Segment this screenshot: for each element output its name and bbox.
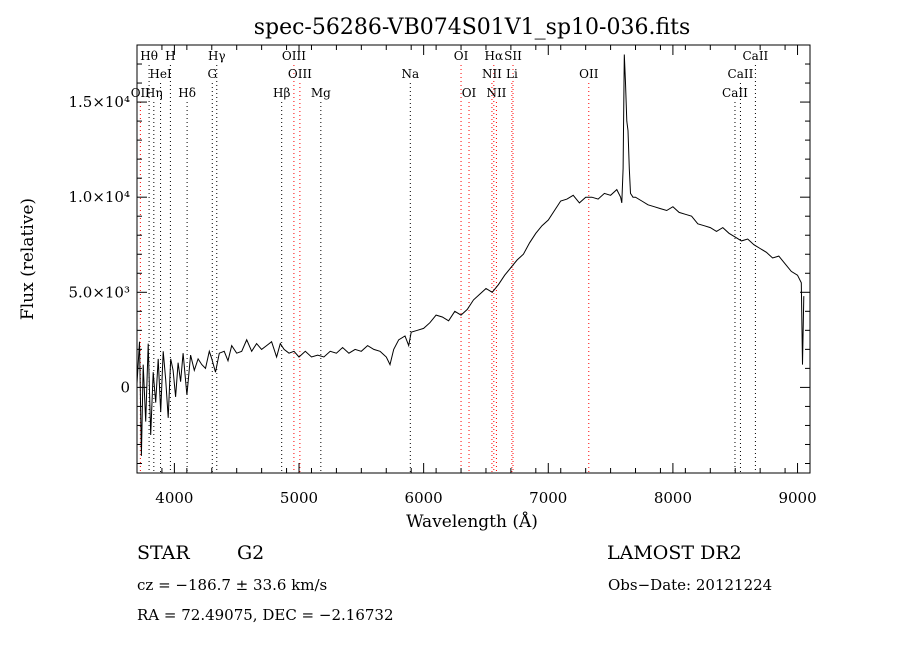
line-marker-label: Na — [401, 67, 419, 81]
line-marker-label: Li — [506, 67, 518, 81]
line-marker-label: CaII — [742, 49, 768, 63]
y-tick-label: 1.5×10⁴ — [68, 93, 130, 111]
x-tick-label: 4000 — [155, 489, 193, 507]
x-axis-title: Wavelength (Å) — [406, 511, 538, 532]
line-marker-label: H — [165, 49, 175, 63]
x-tick-label: 7000 — [529, 489, 567, 507]
line-marker-label: SII — [504, 49, 522, 63]
y-tick-label: 1.0×10⁴ — [68, 188, 130, 206]
line-marker-label: Hδ — [178, 86, 196, 100]
line-marker-label: Mg — [311, 86, 331, 100]
x-tick-label: 6000 — [405, 489, 443, 507]
line-marker-label: HeI — [149, 67, 172, 81]
obs-date: Obs−Date: 20121224 — [608, 576, 772, 594]
axis-ticks — [136, 45, 811, 473]
line-marker-label: CaII — [722, 86, 748, 100]
y-tick-label: 0 — [120, 378, 130, 396]
plot-frame — [136, 44, 811, 474]
line-marker-label: CaII — [728, 67, 754, 81]
spectrum-line — [136, 54, 805, 456]
line-marker-label: G — [207, 67, 217, 81]
y-axis-title: Flux (relative) — [18, 198, 38, 320]
line-marker-label: Hη — [145, 86, 163, 100]
chart-title: spec-56286-VB074S01V1_sp10-036.fits — [254, 15, 691, 40]
line-marker-label: OI — [462, 86, 477, 100]
line-marker-label: Hθ — [140, 49, 158, 63]
object-subclass: G2 — [237, 542, 264, 564]
coordinates-readout: RA = 72.49075, DEC = −2.16732 — [137, 606, 394, 624]
line-marker-label: Hβ — [273, 86, 290, 100]
x-tick-label: 5000 — [280, 489, 318, 507]
line-marker-label: Hα — [485, 49, 504, 63]
survey-name: LAMOST DR2 — [607, 542, 742, 564]
line-marker-label: NII — [486, 86, 506, 100]
object-type: STAR — [137, 542, 190, 564]
x-tick-label: 8000 — [654, 489, 692, 507]
tick-labels: 4000 5000 6000 7000 8000 9000 0 5.0×10³ 1.0×10⁴ 1… — [68, 93, 816, 507]
line-marker-label: OIII — [282, 49, 306, 63]
x-tick-label: 9000 — [778, 489, 816, 507]
redshift-readout: cz = −186.7 ± 33.6 km/s — [137, 576, 327, 594]
line-marker-label: OII — [131, 86, 151, 100]
line-marker-label: OIII — [288, 67, 312, 81]
line-marker-label: OI — [454, 49, 469, 63]
line-marker-label: Hγ — [208, 49, 226, 63]
line-marker-label: NII — [482, 67, 502, 81]
y-tick-label: 5.0×10³ — [68, 283, 130, 301]
line-marker-label: OII — [579, 67, 599, 81]
